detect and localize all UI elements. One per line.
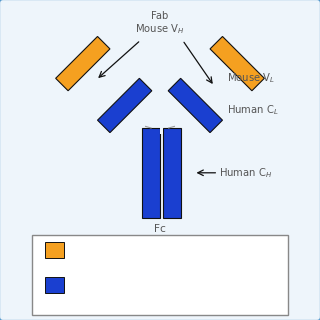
Text: = Murine variable regions: = Murine variable regions <box>70 245 182 254</box>
Polygon shape <box>210 36 264 91</box>
Polygon shape <box>98 78 152 132</box>
Text: Mouse V$_H$: Mouse V$_H$ <box>135 22 185 36</box>
Text: Fab: Fab <box>151 11 169 21</box>
Polygon shape <box>168 78 222 132</box>
Text: Human C$_H$: Human C$_H$ <box>219 166 273 180</box>
Bar <box>45 277 64 293</box>
Text: Human C$_L$: Human C$_L$ <box>227 103 279 117</box>
Bar <box>45 242 64 258</box>
FancyBboxPatch shape <box>32 235 288 315</box>
Text: = Human constant regions: = Human constant regions <box>70 280 186 289</box>
Text: Fc: Fc <box>154 224 166 234</box>
Bar <box>142 128 160 218</box>
Text: Mouse V$_L$: Mouse V$_L$ <box>227 71 275 85</box>
Bar <box>160 122 163 134</box>
Bar <box>163 128 181 218</box>
Polygon shape <box>56 36 110 91</box>
